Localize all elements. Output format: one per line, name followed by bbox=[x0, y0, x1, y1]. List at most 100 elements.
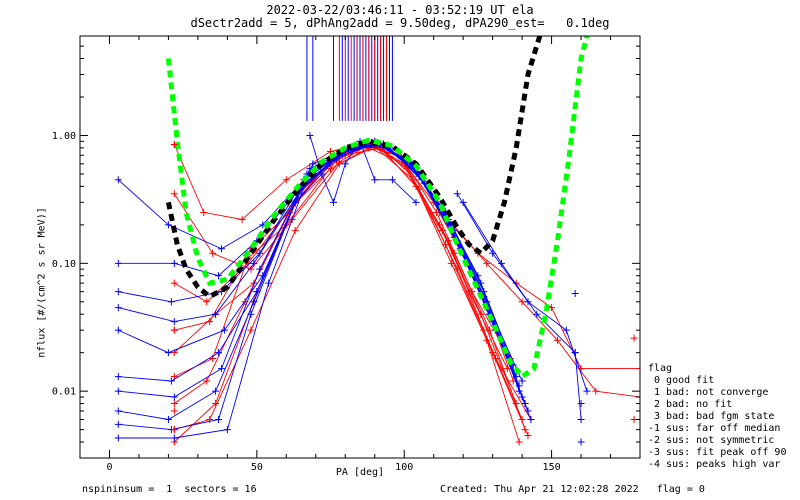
data-point bbox=[203, 377, 211, 385]
data-point bbox=[577, 438, 585, 446]
chart-subtitle: dSectr2add = 5, dPhAng2add = 9.50deg, dP… bbox=[190, 16, 610, 30]
data-point bbox=[170, 318, 178, 326]
y-tick-label: 0.10 bbox=[52, 259, 76, 270]
data-point bbox=[238, 216, 246, 224]
data-point bbox=[518, 298, 526, 306]
data-point bbox=[212, 400, 220, 408]
data-point bbox=[215, 349, 223, 357]
series-line bbox=[173, 140, 523, 420]
fit-curve bbox=[165, 36, 543, 300]
data-point bbox=[571, 349, 579, 357]
data-point bbox=[524, 431, 532, 439]
legend-title: flag bbox=[648, 363, 673, 374]
spike-layer bbox=[306, 36, 393, 121]
series-line bbox=[174, 144, 514, 382]
data-point bbox=[114, 420, 122, 428]
data-point bbox=[341, 160, 349, 168]
x-tick-label: 0 bbox=[106, 462, 112, 473]
data-point bbox=[164, 416, 172, 424]
data-point bbox=[592, 387, 600, 395]
data-point bbox=[515, 382, 523, 390]
series-line bbox=[118, 144, 529, 412]
data-point bbox=[571, 290, 579, 298]
series-line bbox=[174, 143, 517, 404]
data-point bbox=[447, 259, 455, 267]
data-point bbox=[492, 355, 500, 363]
data-point bbox=[170, 259, 178, 267]
fit-layer bbox=[165, 36, 590, 380]
data-point bbox=[170, 434, 178, 442]
data-point bbox=[114, 387, 122, 395]
data-point bbox=[371, 176, 379, 184]
data-point bbox=[250, 259, 258, 267]
data-point bbox=[114, 288, 122, 296]
legend-item: 0 good fit bbox=[648, 375, 715, 386]
data-point bbox=[636, 365, 640, 373]
data-point bbox=[335, 160, 343, 168]
plot-frame bbox=[79, 35, 641, 459]
data-point bbox=[164, 221, 172, 229]
data-point bbox=[518, 377, 526, 385]
data-point bbox=[114, 304, 122, 312]
x-tick-label: 150 bbox=[543, 462, 561, 473]
series-line bbox=[174, 145, 511, 378]
x-tick-label: 100 bbox=[395, 462, 413, 473]
data-point bbox=[170, 279, 178, 287]
data-point bbox=[114, 259, 122, 267]
data-point bbox=[170, 426, 178, 434]
series-line bbox=[118, 142, 514, 431]
data-point bbox=[220, 326, 228, 334]
footer-left: nspininsum = 1 sectors = 16 bbox=[82, 484, 257, 495]
series-line bbox=[118, 142, 520, 420]
legend-item: 2 bad: no fit bbox=[648, 399, 733, 410]
data-point bbox=[212, 310, 220, 318]
series-line bbox=[174, 145, 529, 436]
data-point bbox=[562, 326, 570, 334]
data-point bbox=[164, 349, 172, 357]
series-line bbox=[173, 142, 508, 369]
data-point bbox=[503, 365, 511, 373]
data-point bbox=[412, 198, 420, 206]
x-axis-label: PA [deg] bbox=[335, 467, 385, 478]
legend-item: -3 sus: fit peak off 90 bbox=[648, 447, 787, 458]
data-point bbox=[223, 426, 231, 434]
data-point bbox=[200, 208, 208, 216]
y-tick-label: 1.00 bbox=[52, 131, 76, 142]
series-line bbox=[173, 147, 532, 443]
data-point bbox=[265, 279, 273, 287]
data-point bbox=[486, 326, 494, 334]
fit-curve bbox=[165, 36, 590, 380]
data-point bbox=[577, 416, 585, 424]
legend-item: 1 bad: not converge bbox=[648, 387, 769, 398]
data-point bbox=[170, 393, 178, 401]
series-line bbox=[174, 147, 520, 443]
data-point bbox=[332, 155, 340, 163]
marker-layer bbox=[170, 141, 638, 446]
axes-layer: 0 50 100 150 1.00 0.10 0.01 bbox=[52, 35, 641, 473]
data-point bbox=[453, 265, 461, 273]
data-point bbox=[217, 365, 225, 373]
y-tick-label: 0.01 bbox=[52, 387, 76, 398]
data-point bbox=[450, 249, 458, 257]
data-point bbox=[291, 198, 299, 206]
y-axis-label: nflux [#/(cm^2 s sr MeV)] bbox=[36, 207, 48, 358]
data-point bbox=[282, 176, 290, 184]
data-point bbox=[170, 190, 178, 198]
data-point bbox=[247, 310, 255, 318]
chart-title: 2022-03-22/03:46:11 - 03:52:19 UT ela bbox=[266, 3, 534, 17]
data-point bbox=[515, 438, 523, 446]
data-point bbox=[203, 298, 211, 306]
data-point bbox=[170, 141, 178, 149]
x-tick-label: 50 bbox=[251, 462, 263, 473]
data-point bbox=[114, 176, 122, 184]
data-point bbox=[318, 170, 326, 178]
data-point bbox=[170, 400, 178, 408]
data-point bbox=[170, 407, 178, 415]
data-point bbox=[474, 272, 482, 280]
series-line bbox=[448, 219, 640, 398]
data-point bbox=[459, 198, 467, 206]
data-point bbox=[577, 400, 585, 408]
data-point bbox=[114, 373, 122, 381]
